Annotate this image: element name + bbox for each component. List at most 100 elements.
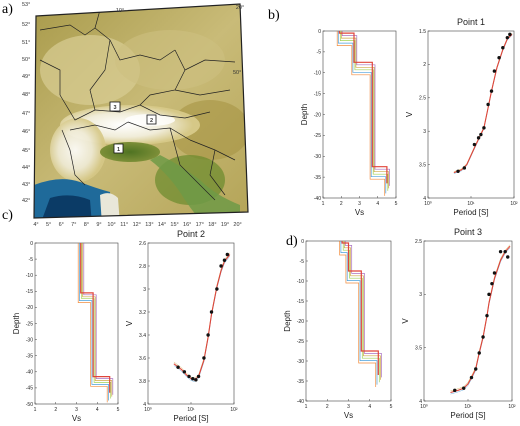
x-tick-label: 2 [326,404,329,410]
x-axis-label: Period [S] [450,411,485,420]
lat-label: 51° [22,40,30,46]
lat-label: 45° [22,148,30,154]
y-tick-label: -10 [297,279,304,285]
map-adriatic [150,155,240,218]
observed-point [215,287,219,291]
x-tick-label: 4 [376,201,379,207]
observed-point [182,370,187,374]
y-tick-label: -35 [314,175,321,181]
map-lowland-west [40,35,140,105]
y-tick-label: -35 [297,379,304,385]
y-tick-label: 2.6 [139,241,146,247]
country-borders [39,9,236,201]
lon-label: 12° [133,222,141,228]
dispersion-fit-line [450,245,511,394]
x-tick-label: 10⁰ [420,404,428,410]
x-tick-label: 5 [395,201,398,207]
x-axis-label: Vs [72,414,81,423]
y-axis-label: V [405,111,414,117]
lat-label: 46° [22,129,30,135]
dispersion-ensemble-line [450,246,511,393]
observed-point [469,375,474,380]
y-tick-label: 3.6 [139,356,146,362]
y-tick-label: -40 [314,196,321,202]
observed-point [503,249,507,254]
x-axis-label: Period [S] [173,414,208,423]
observed-point [492,271,497,275]
observed-point [479,132,483,137]
lon-label: 7° [71,222,76,228]
x-axis-label: Vs [344,411,353,420]
y-tick-label: -15 [297,299,304,305]
map-western-alps [50,118,106,182]
dispersion-ensemble-line [450,244,511,392]
lat-label: 42° [22,198,30,204]
observed-point [462,386,466,390]
observed-point [453,388,457,393]
x-tick-label: 3 [358,201,361,207]
observed-point [456,169,460,173]
observed-point [222,258,227,262]
x-tick-label: 10² [230,407,238,413]
vs-model-line [338,31,388,184]
observed-point [191,377,195,381]
chart-point2-dispersion: 10⁰ 10¹ 10² 2.6 2.8 3 3.2 3.4 3.6 3.8 4 Period [S] V… [125,229,238,423]
dispersion-ensemble-line [453,33,513,172]
vs-model-line [342,241,380,383]
lon-label: 10° [107,222,115,228]
lon-label: 13° [145,222,153,228]
lon-label: 6° [59,222,64,228]
marker-point-3: 3 [109,101,121,112]
observed-point [194,378,198,382]
observed-point [506,255,510,259]
y-tick-label: 3.5 [415,345,422,351]
x-tick-label: 5 [117,407,120,413]
y-tick-label: -25 [26,321,33,327]
map-po-plain [100,142,160,162]
x-tick-label: 1 [322,201,325,207]
observed-point [462,166,467,170]
observed-point [501,46,505,50]
map-graticule-labels: 53° 52° 51° 50° 49° 48° 47° 46° 45° 44° 43° 42° 4° 5°… [22,2,244,228]
lat-label: 50° [22,57,30,63]
observed-point [219,264,223,268]
map-lowland-east [115,30,225,90]
observed-point [497,56,501,60]
vs-model-line [82,243,113,397]
chart-point2-vs-depth: 1 2 3 4 5 0 -5 -10 -15 -20 -25 -30 -35 -40 -45 -50 Vs Dep… [12,241,120,423]
observed-point [476,136,481,140]
svg-text:1: 1 [117,147,120,153]
lon-label: 14° [158,222,166,228]
y-tick-label: -5 [317,50,322,56]
observed-point [508,32,512,37]
y-tick-label: -20 [26,305,33,311]
x-axis-label: Period [S] [453,208,488,217]
x-tick-label: 10⁰ [424,201,432,207]
observed-point [196,374,201,379]
right-lat-label: 50° [233,70,241,76]
lon-label: 9° [96,222,101,228]
observed-point [492,69,497,73]
y-tick-label: -10 [26,273,33,279]
dispersion-ensemble-line [173,254,230,381]
x-tick-label: 10² [508,404,516,410]
y-tick-label: -25 [314,133,321,139]
x-tick-label: 1 [305,404,308,410]
observed-point [489,89,494,93]
map-frame [33,3,249,219]
y-tick-label: 3 [423,129,426,135]
y-tick-label: -30 [26,337,33,343]
y-tick-label: 0 [301,239,304,245]
observed-point [187,374,191,379]
observed-point [482,126,486,130]
observed-point [485,313,489,318]
observed-point [206,333,210,337]
observed-point [481,335,485,339]
map-corsica [100,193,120,218]
x-tick-label: 2 [340,201,343,207]
y-tick-label: -45 [26,386,33,392]
vs-model-line [79,243,109,401]
lon-label: 19° [221,222,229,228]
lon-label: 18° [208,222,216,228]
vs-model-line [336,31,386,196]
